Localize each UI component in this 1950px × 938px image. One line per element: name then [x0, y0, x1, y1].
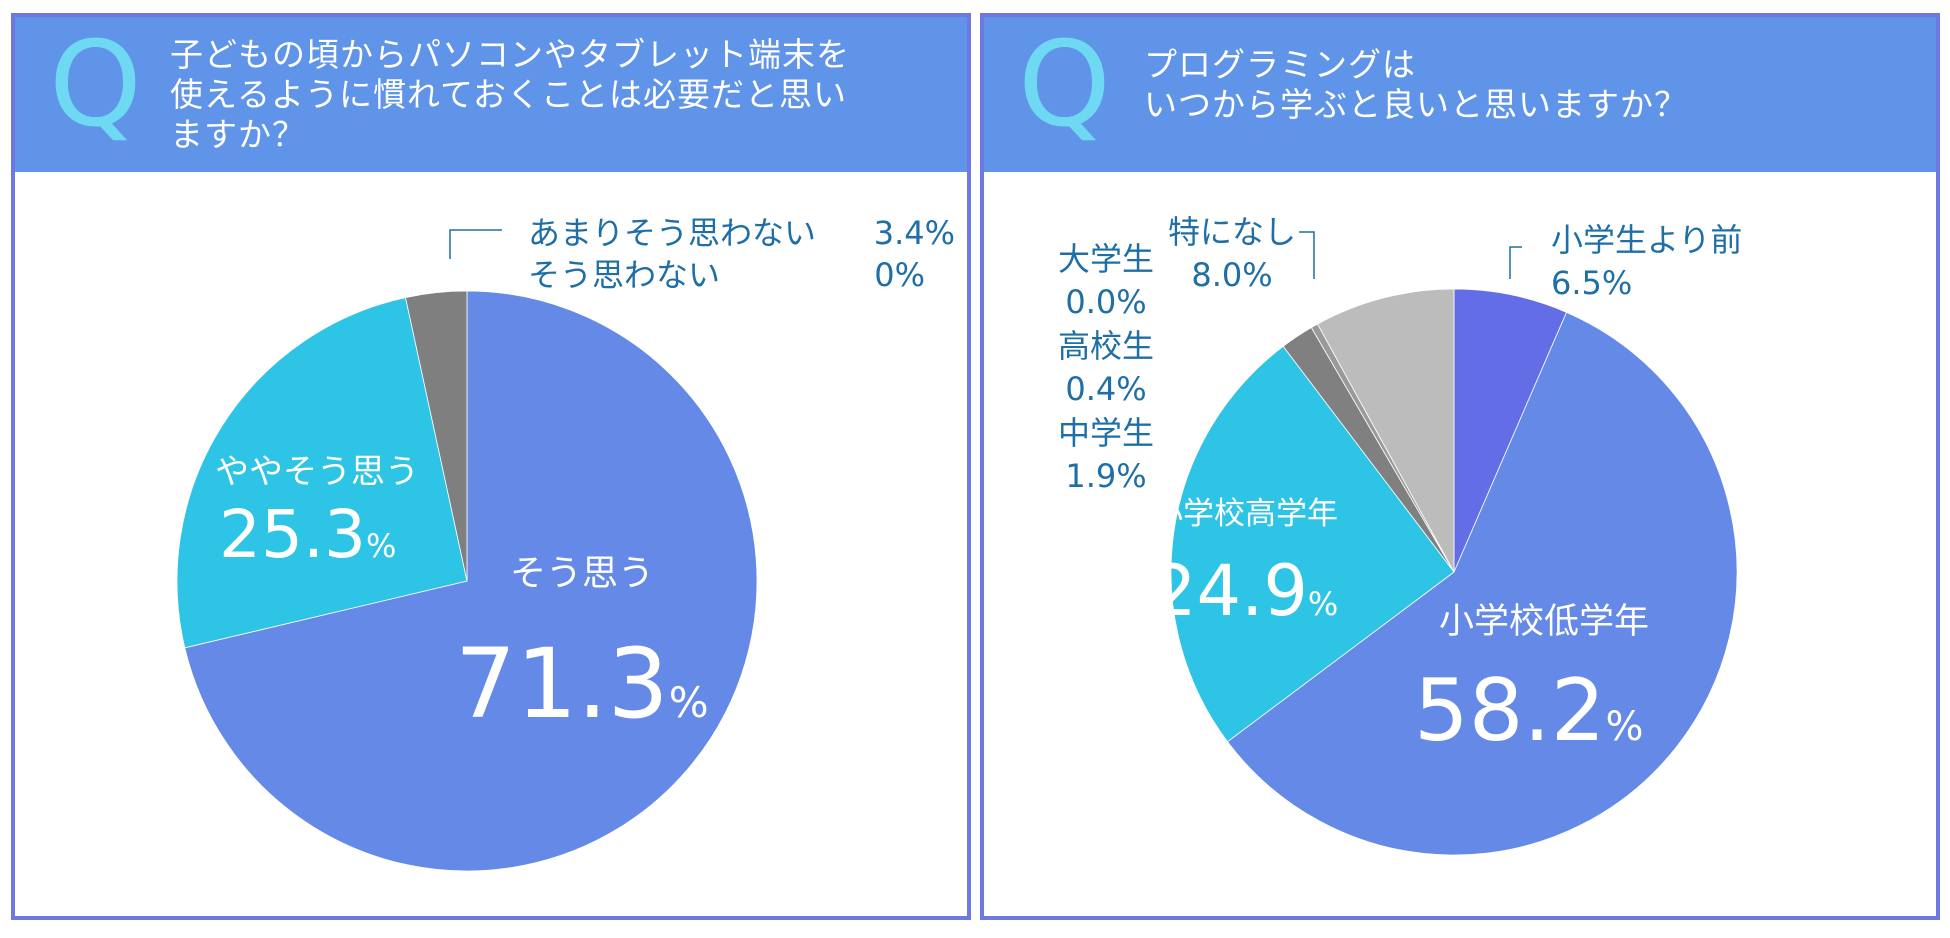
slice-label: ややそう思う — [215, 452, 419, 492]
question-header: Q 子どもの頃からパソコンやタブレット端末を 使えるように慣れておくことは必要だ… — [15, 15, 967, 172]
pie-slice — [176, 297, 468, 649]
question-text: 子どもの頃からパソコンやタブレット端末を 使えるように慣れておくことは必要だと思… — [170, 35, 960, 155]
outside-value: 1.9% — [1065, 457, 1146, 495]
outside-value: 8.0% — [1191, 256, 1272, 294]
outside-value: 0% — [874, 256, 925, 294]
pie-slice — [405, 290, 468, 582]
pie-chart-2: 小学生より前 6.5% 特になし 8.0% 大学生 0.0% 高校生 0.4% … — [1058, 213, 1742, 856]
pie-slice — [1170, 345, 1455, 743]
question-text: プログラミングは いつから学ぶと良いと思いますか？ — [1144, 45, 1924, 125]
outside-value: 3.4% — [874, 214, 955, 252]
question-line: いつから学ぶと良いと思いますか？ — [1144, 85, 1688, 124]
slice-value: 58.2% — [1414, 661, 1644, 761]
survey-panel-left: Q 子どもの頃からパソコンやタブレット端末を 使えるように慣れておくことは必要だ… — [11, 13, 971, 920]
outside-label: 中学生 — [1058, 414, 1154, 452]
outside-value: 6.5% — [1551, 264, 1632, 302]
slice-label: そう思う — [510, 553, 654, 594]
slice-value: 25.3% — [219, 496, 396, 573]
outside-label: 特になし — [1168, 213, 1296, 251]
slice-value: 24.9% — [1152, 550, 1338, 632]
outside-label: 大学生 — [1058, 240, 1154, 278]
question-line: ますか？ — [170, 115, 306, 154]
leader-line — [449, 229, 502, 259]
outside-label: そう思わない — [528, 256, 720, 294]
question-line: 使えるように慣れておくことは必要だと思い — [170, 75, 848, 114]
outside-label: 高校生 — [1058, 327, 1154, 365]
question-line: 子どもの頃からパソコンやタブレット端末を — [170, 35, 850, 74]
pie-slice — [184, 290, 758, 872]
outside-value: 0.4% — [1065, 370, 1146, 408]
pie-slice — [1316, 288, 1455, 573]
slice-label: 小学校高学年 — [1152, 496, 1338, 532]
q-mark: Q — [49, 15, 142, 153]
outside-label: あまりそう思わない — [528, 214, 816, 252]
leader-line — [1509, 246, 1522, 279]
outside-value: 0.0% — [1065, 283, 1146, 321]
survey-panel-right: Q プログラミングは いつから学ぶと良いと思いますか？ 小学生より前 6.5% … — [980, 13, 1940, 920]
pie-slice — [1453, 288, 1568, 573]
pie-slice — [1226, 311, 1738, 856]
slice-label: 小学校低学年 — [1439, 602, 1649, 642]
question-line: プログラミングは — [1144, 45, 1416, 84]
question-header: Q プログラミングは いつから学ぶと良いと思いますか？ — [984, 15, 1936, 172]
pie-chart-1: ややそう思う 25.3% そう思う 71.3% あまりそう思わない 3.4% そ… — [176, 214, 955, 872]
outside-label: 小学生より前 — [1551, 221, 1742, 259]
q-mark: Q — [1018, 15, 1111, 153]
slice-value: 71.3% — [455, 628, 709, 740]
leader-line — [1299, 231, 1315, 279]
